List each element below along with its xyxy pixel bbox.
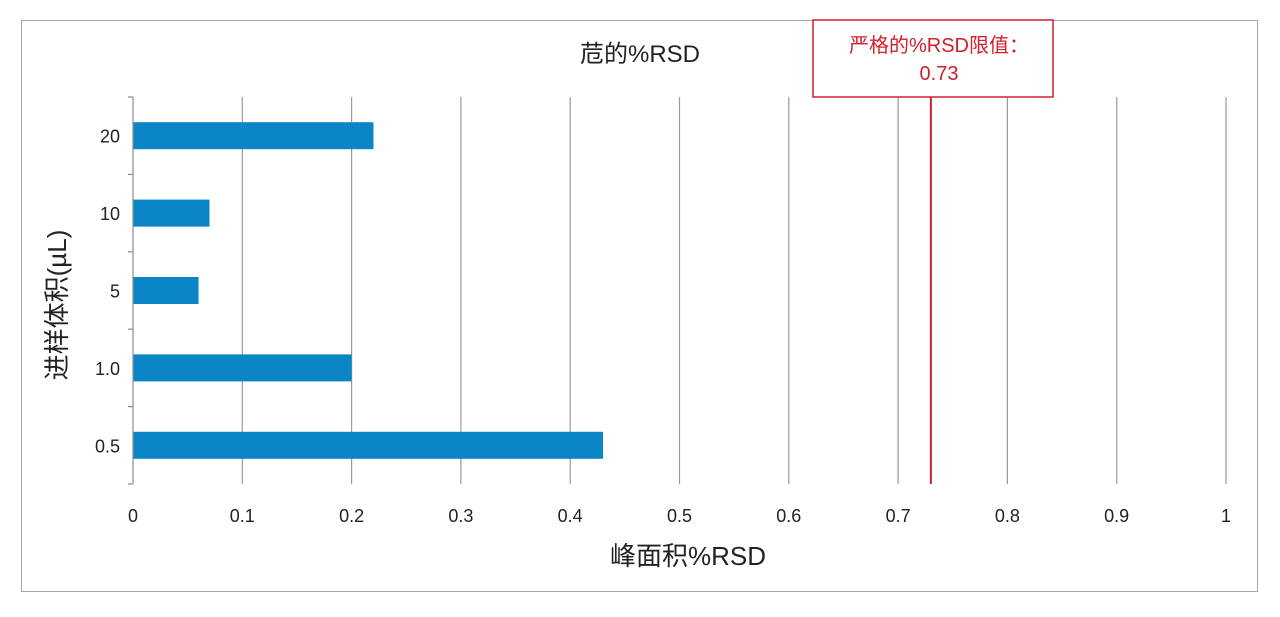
bar [133,354,352,382]
x-tick-label: 0.1 [230,506,255,526]
x-tick-label: 0.3 [448,506,473,526]
axes [128,96,134,485]
x-tick-label: 0.8 [995,506,1020,526]
y-tick-label: 0.5 [95,436,120,456]
y-tick-label: 1.0 [95,359,120,379]
limit-callout-label: 严格的%RSD限值： [849,34,1029,57]
bar [133,122,374,150]
gridlines [241,97,1227,484]
chart-frame [21,20,1258,592]
x-tick-label: 1 [1221,506,1231,526]
x-tick-label: 0.5 [667,506,692,526]
x-axis-title: 峰面积%RSD [610,541,766,571]
y-axis-title: 进样体积(µL) [42,230,72,381]
x-tick-labels: 0 0.1 0.2 0.3 0.4 0.5 0.6 0.7 0.8 0.9 1 [128,506,1231,526]
x-tick-label: 0.2 [339,506,364,526]
bar [133,431,603,459]
y-tick-labels: 20 10 5 1.0 0.5 [95,127,120,457]
bar-series [133,122,603,459]
rsd-limit-annotation: 严格的%RSD限值： 0.73 [812,19,1054,484]
x-tick-label: 0.4 [558,506,583,526]
chart-title: 苊的%RSD [580,41,700,68]
bar [133,199,210,227]
x-tick-label: 0.7 [886,506,911,526]
y-tick-label: 5 [110,282,120,302]
limit-callout-value: 0.73 [920,63,959,85]
bar [133,277,199,304]
x-tick-label: 0 [128,506,138,526]
limit-callout-box [812,19,1054,98]
x-tick-label: 0.9 [1104,506,1129,526]
x-tick-label: 0.6 [776,506,801,526]
y-tick-label: 10 [100,204,120,224]
y-tick-label: 20 [100,127,120,147]
